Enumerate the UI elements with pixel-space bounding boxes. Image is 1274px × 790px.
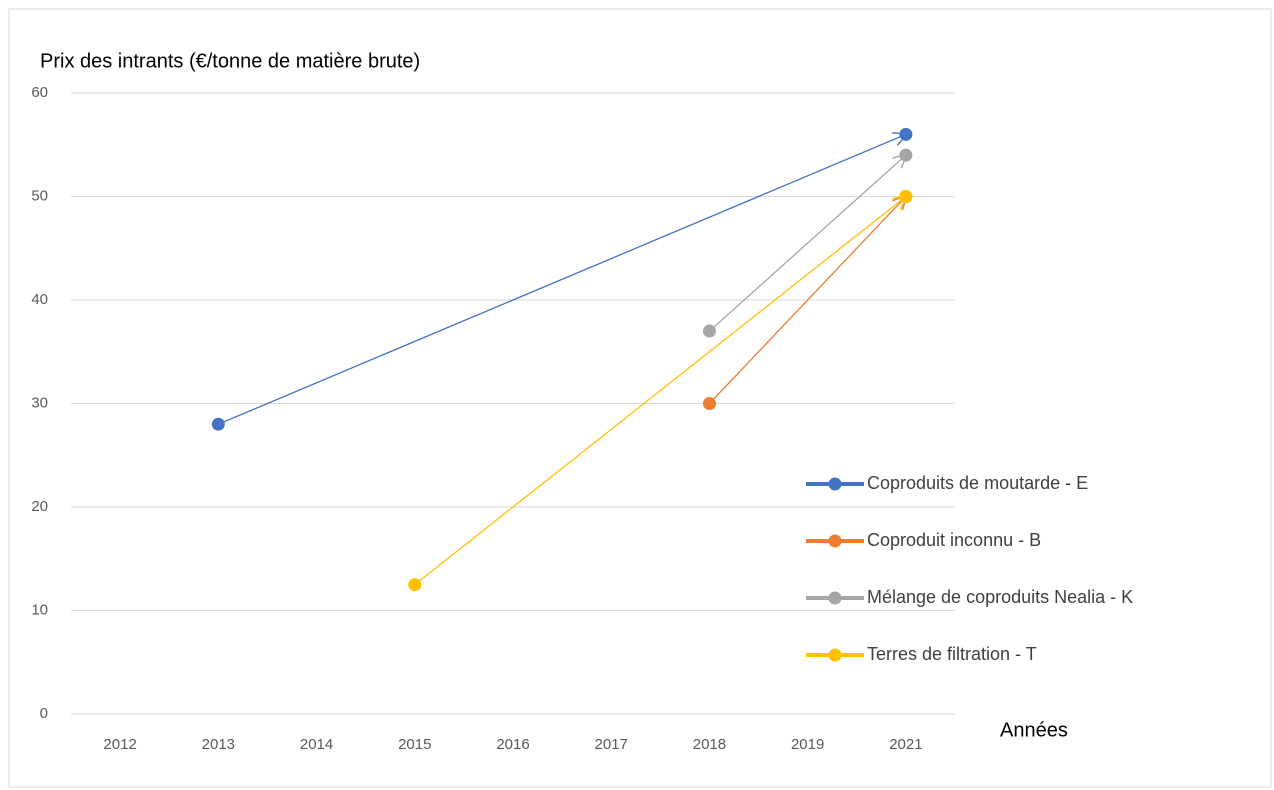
series-line — [218, 134, 906, 425]
x-tick-label: 2018 — [693, 736, 726, 753]
data-point — [702, 397, 716, 410]
x-tick-label: 2014 — [300, 736, 333, 753]
data-point — [408, 578, 422, 592]
legend-marker — [828, 648, 842, 662]
y-tick-label: 10 — [31, 601, 48, 618]
x-tick-label: 2016 — [496, 736, 529, 753]
series-line — [709, 155, 905, 332]
y-axis-title: Prix des intrants (€/tonne de matière br… — [40, 50, 420, 72]
data-point — [702, 324, 716, 338]
y-tick-label: 60 — [31, 84, 48, 101]
series-line — [414, 197, 906, 586]
data-point — [899, 127, 913, 141]
x-axis-title: Années — [1000, 719, 1068, 741]
legend-marker — [828, 477, 842, 491]
x-tick-label: 2017 — [595, 736, 628, 753]
legend-label: Coproduits de moutarde - E — [867, 473, 1088, 493]
legend-marker — [828, 591, 842, 605]
data-point — [899, 190, 913, 203]
y-tick-label: 50 — [31, 187, 48, 204]
legend-label: Terres de filtration - T — [867, 644, 1037, 664]
y-tick-label: 0 — [40, 705, 48, 722]
x-tick-label: 2012 — [103, 736, 136, 753]
chart-frame — [8, 8, 1272, 788]
x-tick-label: 2013 — [202, 736, 235, 753]
y-tick-label: 30 — [31, 394, 48, 411]
y-tick-label: 20 — [31, 498, 48, 515]
data-point — [211, 417, 225, 431]
legend-marker — [828, 534, 842, 548]
x-tick-label: 2019 — [791, 736, 824, 753]
y-tick-label: 40 — [31, 291, 48, 308]
series-line — [708, 197, 905, 404]
legend-label: Mélange de coproduits Nealia - K — [867, 587, 1133, 607]
data-point — [899, 148, 913, 162]
x-tick-label: 2015 — [398, 736, 431, 753]
x-tick-label: 2021 — [889, 736, 922, 753]
legend-label: Coproduit inconnu - B — [867, 530, 1041, 550]
